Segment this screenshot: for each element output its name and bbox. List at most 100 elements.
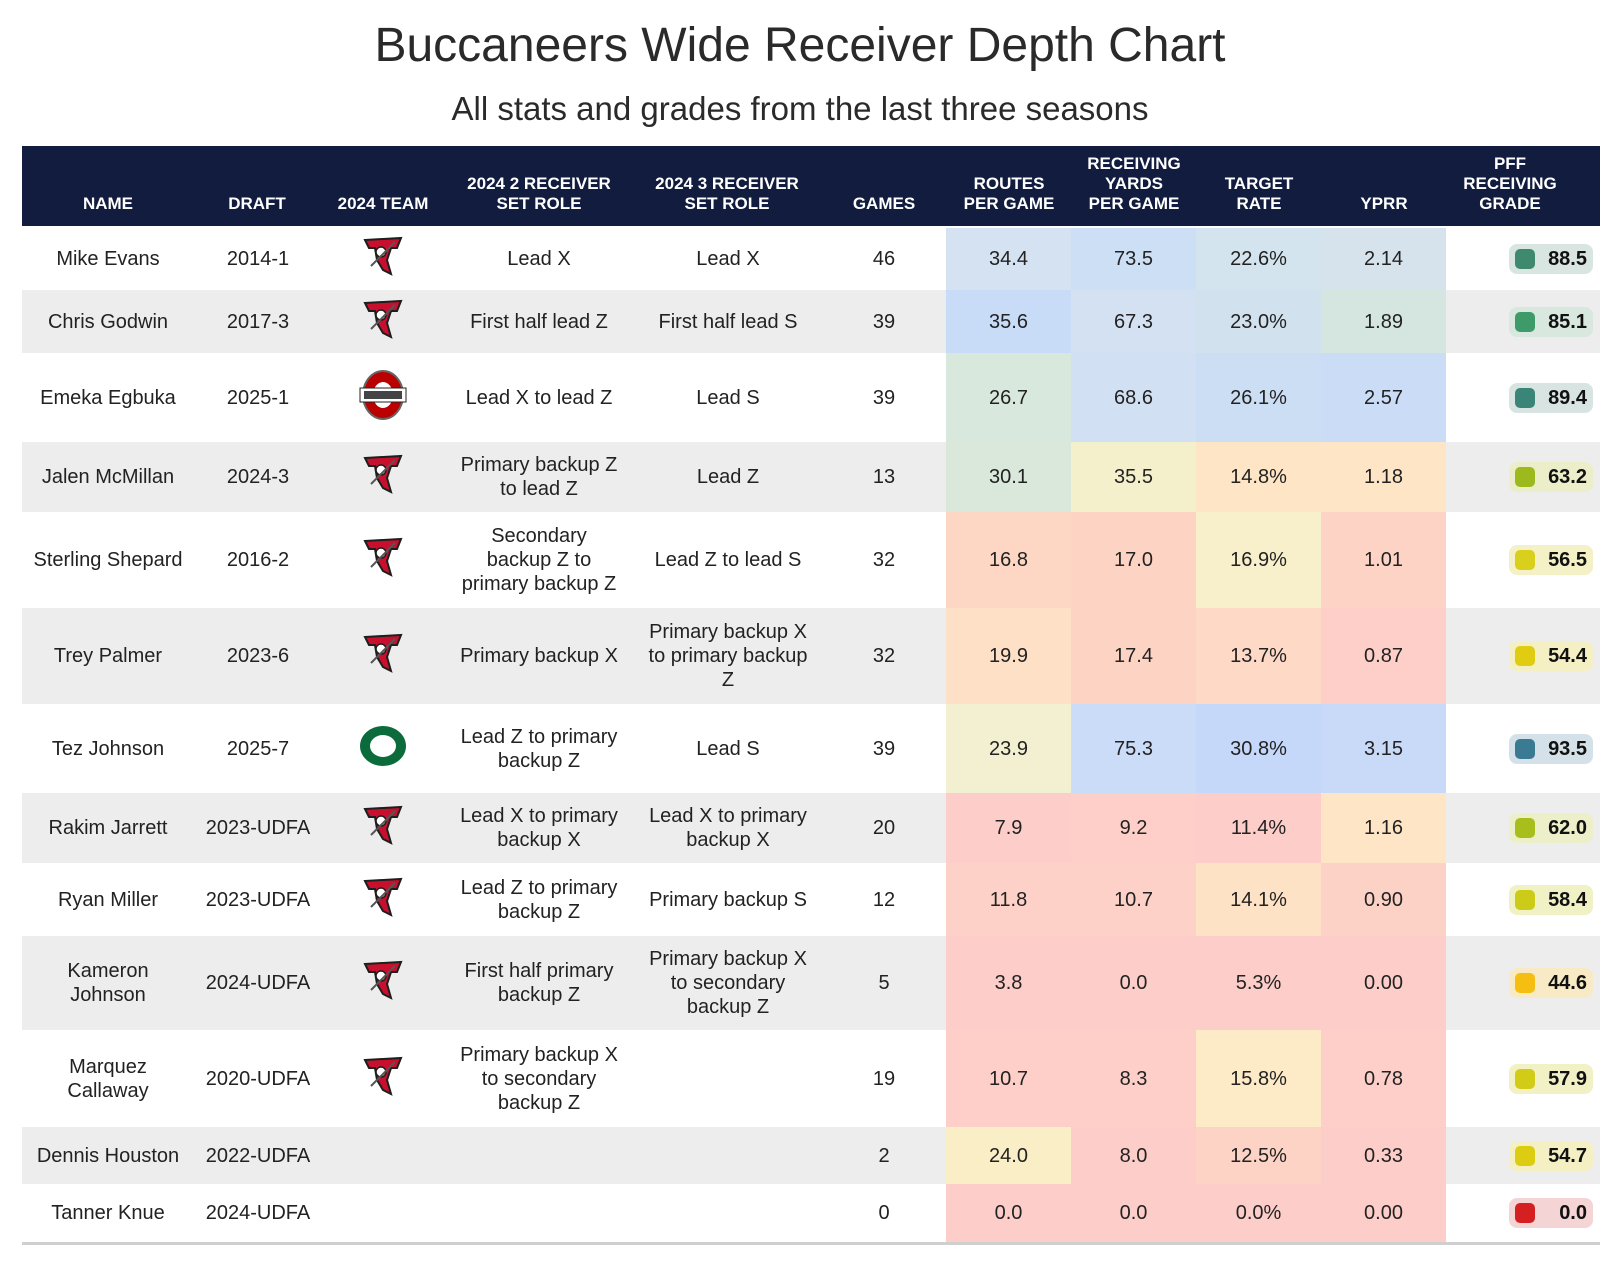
grade-value: 85.1 bbox=[1548, 310, 1587, 333]
games-cell-line: 12 bbox=[872, 888, 896, 911]
target-cell-text: 14.8% bbox=[1230, 465, 1287, 489]
yprr-cell-line: 1.89 bbox=[1364, 310, 1403, 333]
table-row: Kameron Johnson 2024-UDFA First half primar… bbox=[22, 936, 1600, 1030]
target-cell: 0.0% bbox=[1196, 1184, 1321, 1242]
draft-cell-text: 2023-UDFA bbox=[206, 888, 311, 912]
draft-cell: 2023-UDFA bbox=[194, 863, 322, 936]
target-cell-line: 13.7% bbox=[1230, 645, 1287, 667]
player-name-cell-line: Johnson bbox=[70, 984, 146, 1006]
yards-cell-text: 68.6 bbox=[1114, 386, 1153, 410]
yprr-cell-line: 1.18 bbox=[1364, 466, 1403, 488]
target-cell-line: 26.1% bbox=[1230, 386, 1287, 409]
games-cell: 12 bbox=[822, 863, 946, 936]
target-cell-text: 30.8% bbox=[1230, 737, 1287, 761]
player-name-cell-line: Dennis Houston bbox=[36, 1144, 180, 1167]
yards-cell: 17.0 bbox=[1071, 512, 1196, 608]
games-cell: 32 bbox=[822, 608, 946, 704]
role2-cell: Lead X to primary backup X bbox=[444, 793, 634, 863]
draft-cell-text: 2014-1 bbox=[227, 247, 289, 271]
role3-cell: Lead Z to lead S bbox=[634, 512, 822, 608]
yprr-cell-line: 0.78 bbox=[1364, 1067, 1403, 1090]
player-name-cell: Tez Johnson bbox=[22, 704, 194, 793]
routes-cell-line: 30.1 bbox=[989, 466, 1028, 488]
role3-cell-text: Lead Z to lead S bbox=[655, 548, 802, 572]
buccaneers-logo-icon bbox=[357, 871, 409, 929]
target-cell: 14.8% bbox=[1196, 442, 1321, 512]
routes-cell-text: 30.1 bbox=[989, 465, 1028, 489]
role3-cell-line: Lead X to primary bbox=[649, 805, 807, 827]
games-cell-line: 2 bbox=[878, 1144, 890, 1167]
header-routes-line1: ROUTES bbox=[973, 174, 1045, 193]
team-cell bbox=[322, 936, 444, 1030]
team-cell bbox=[322, 704, 444, 793]
header-role3-line1: 2024 3 RECEIVER bbox=[655, 174, 799, 193]
yards-cell-text: 73.5 bbox=[1114, 247, 1153, 271]
routes-cell-line: 34.4 bbox=[989, 248, 1028, 270]
target-cell-text: 0.0% bbox=[1236, 1201, 1282, 1225]
role3-cell: Primary backup S bbox=[634, 863, 822, 936]
role2-cell-text: Lead X bbox=[507, 247, 570, 271]
draft-cell-line: 2024-UDFA bbox=[205, 972, 311, 994]
routes-cell-text: 0.0 bbox=[995, 1201, 1023, 1225]
player-name-cell-line: Chris Godwin bbox=[47, 310, 169, 333]
draft-cell-line: 2014-1 bbox=[226, 248, 290, 270]
role3-cell: Lead S bbox=[634, 704, 822, 793]
team-cell bbox=[322, 1184, 444, 1242]
role2-cell-text: First half lead Z bbox=[470, 310, 608, 334]
draft-cell-text: 2017-3 bbox=[227, 310, 289, 334]
yards-cell-text: 8.0 bbox=[1120, 1144, 1148, 1168]
role2-cell: Secondary backup Z to primary backup Z bbox=[444, 512, 634, 608]
target-cell-line: 30.8% bbox=[1230, 737, 1287, 760]
yprr-cell: 1.01 bbox=[1321, 512, 1446, 608]
target-cell-line: 5.3% bbox=[1235, 972, 1282, 994]
team-cell bbox=[322, 793, 444, 863]
target-cell: 12.5% bbox=[1196, 1127, 1321, 1184]
draft-cell-line: 2017-3 bbox=[226, 310, 290, 333]
role2-cell-line: backup Z bbox=[497, 749, 581, 772]
table-row: Chris Godwin 2017-3 First half lead Z First… bbox=[22, 290, 1600, 353]
games-cell-line: 19 bbox=[872, 1067, 896, 1090]
team-cell bbox=[322, 512, 444, 608]
routes-cell-line: 3.8 bbox=[994, 972, 1023, 994]
grade-value: 89.4 bbox=[1548, 386, 1587, 409]
player-name-cell: Marquez Callaway bbox=[22, 1030, 194, 1127]
yards-cell-line: 17.4 bbox=[1114, 645, 1153, 667]
header-name-label: NAME bbox=[82, 194, 134, 213]
games-cell-line: 32 bbox=[872, 645, 896, 667]
yprr-cell: 0.00 bbox=[1321, 1184, 1446, 1242]
games-cell-text: 13 bbox=[873, 465, 895, 489]
role3-cell-line: to primary backup bbox=[648, 645, 808, 667]
header-yards-line2: YARDS bbox=[1105, 174, 1163, 193]
yards-cell-text: 17.0 bbox=[1114, 548, 1153, 572]
grade-badge: 54.4 bbox=[1509, 641, 1593, 671]
target-cell-line: 15.8% bbox=[1230, 1067, 1287, 1090]
role2-cell: Lead X to lead Z bbox=[444, 353, 634, 442]
yprr-cell: 1.18 bbox=[1321, 442, 1446, 512]
player-name-cell-line: Marquez bbox=[69, 1055, 147, 1078]
yards-cell-text: 35.5 bbox=[1114, 465, 1153, 489]
player-name-cell-text: Mike Evans bbox=[56, 247, 159, 271]
header-yards: RECEIVING YARDS PER GAME bbox=[1087, 154, 1181, 214]
role2-cell: Primary backup X bbox=[444, 608, 634, 704]
player-name-cell: Jalen McMillan bbox=[22, 442, 194, 512]
header-target-line2: RATE bbox=[1236, 194, 1282, 213]
player-name-cell-line: Callaway bbox=[67, 1079, 149, 1102]
games-cell-text: 32 bbox=[873, 548, 895, 572]
target-cell-text: 14.1% bbox=[1230, 888, 1287, 912]
yprr-cell: 0.78 bbox=[1321, 1030, 1446, 1127]
games-cell-text: 2 bbox=[878, 1144, 889, 1168]
player-name-cell-line: Tez Johnson bbox=[51, 737, 165, 760]
role2-cell: Lead X bbox=[444, 228, 634, 290]
header-role2-line1: 2024 2 RECEIVER bbox=[467, 174, 611, 193]
draft-cell-text: 2024-3 bbox=[227, 465, 289, 489]
header-games: GAMES bbox=[853, 194, 915, 214]
role2-cell bbox=[444, 1127, 634, 1184]
yards-cell-line: 8.0 bbox=[1119, 1144, 1148, 1167]
player-name-cell: Emeka Egbuka bbox=[22, 353, 194, 442]
role3-cell-line: Lead Z to lead S bbox=[654, 549, 802, 571]
role3-cell-line: Lead S bbox=[696, 386, 760, 409]
draft-cell-line: 2020-UDFA bbox=[205, 1067, 311, 1090]
grade-value: 44.6 bbox=[1548, 971, 1587, 994]
